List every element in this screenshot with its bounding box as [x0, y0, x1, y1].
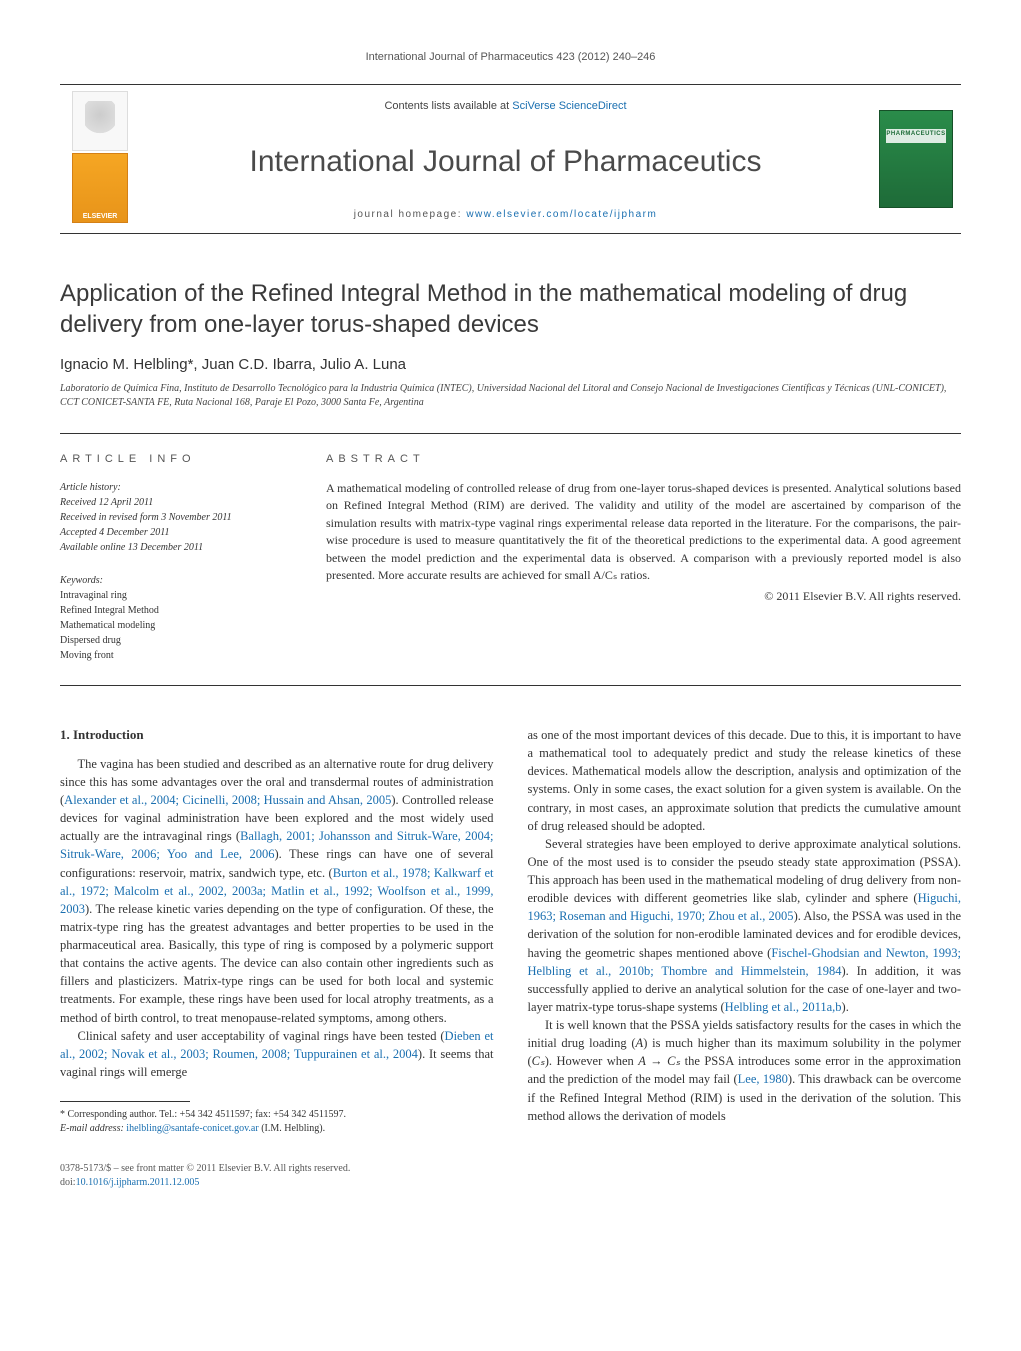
abstract-text: A mathematical modeling of controlled re…	[326, 480, 961, 584]
keyword: Mathematical modeling	[60, 620, 155, 631]
abstract-heading: ABSTRACT	[326, 452, 961, 468]
section-heading-introduction: 1. Introduction	[60, 726, 494, 745]
received-date: Received 12 April 2011	[60, 497, 153, 508]
text: Several strategies have been employed to…	[528, 837, 962, 905]
journal-homepage-line: journal homepage: www.elsevier.com/locat…	[150, 208, 861, 223]
article-title: Application of the Refined Integral Meth…	[60, 278, 961, 340]
keyword: Dispersed drug	[60, 635, 121, 646]
accepted-date: Accepted 4 December 2011	[60, 527, 170, 538]
text: ). The release kinetic varies depending …	[60, 902, 494, 1025]
publisher-name: ELSEVIER	[83, 212, 118, 222]
text: ).	[842, 1000, 849, 1014]
corr-author-line: * Corresponding author. Tel.: +54 342 45…	[60, 1108, 494, 1122]
journal-cover-thumbnail: PHARMACEUTICS	[879, 110, 953, 208]
article-history: Article history: Received 12 April 2011 …	[60, 480, 290, 555]
revised-date: Received in revised form 3 November 2011	[60, 512, 232, 523]
sciencedirect-link[interactable]: SciVerse ScienceDirect	[512, 100, 626, 112]
body-paragraph: It is well known that the PSSA yields sa…	[528, 1016, 962, 1125]
running-head: International Journal of Pharmaceutics 4…	[60, 50, 961, 66]
citation-link[interactable]: Helbling et al., 2011a,b	[725, 1000, 842, 1014]
text: ). However when	[545, 1054, 639, 1068]
contents-available-line: Contents lists available at SciVerse Sci…	[150, 99, 861, 115]
online-date: Available online 13 December 2011	[60, 542, 203, 553]
text: Clinical safety and user acceptability o…	[78, 1029, 445, 1043]
divider	[60, 685, 961, 686]
variable: Cₛ	[532, 1054, 545, 1068]
journal-masthead: ELSEVIER Contents lists available at Sci…	[60, 84, 961, 234]
cover-label: PHARMACEUTICS	[886, 130, 946, 139]
body-paragraph: Several strategies have been employed to…	[528, 835, 962, 1016]
article-meta-row: ARTICLE INFO Article history: Received 1…	[60, 433, 961, 663]
corresponding-author-footnote: * Corresponding author. Tel.: +54 342 45…	[60, 1108, 494, 1136]
publisher-block: ELSEVIER	[60, 85, 140, 233]
journal-title: International Journal of Pharmaceutics	[150, 140, 861, 184]
history-label: Article history:	[60, 482, 121, 493]
keywords-label: Keywords:	[60, 573, 290, 588]
body-paragraph: Clinical safety and user acceptability o…	[60, 1027, 494, 1081]
article-info-column: ARTICLE INFO Article history: Received 1…	[60, 433, 290, 663]
contents-prefix: Contents lists available at	[384, 100, 512, 112]
text: as one of the most important devices of …	[528, 728, 962, 833]
body-paragraph: The vagina has been studied and describe…	[60, 755, 494, 1027]
body-two-column: 1. Introduction The vagina has been stud…	[60, 726, 961, 1136]
cover-thumb-wrap: PHARMACEUTICS	[871, 85, 961, 233]
body-paragraph: as one of the most important devices of …	[528, 726, 962, 835]
homepage-link[interactable]: www.elsevier.com/locate/ijpharm	[466, 209, 657, 220]
footnote-divider	[60, 1101, 190, 1102]
citation-link[interactable]: Alexander et al., 2004; Cicinelli, 2008;…	[64, 793, 391, 807]
doi-prefix: doi:	[60, 1177, 76, 1188]
abstract-column: ABSTRACT A mathematical modeling of cont…	[326, 434, 961, 663]
homepage-prefix: journal homepage:	[354, 209, 467, 220]
publisher-logo: ELSEVIER	[72, 153, 128, 223]
email-suffix: (I.M. Helbling).	[259, 1123, 325, 1134]
authors: Ignacio M. Helbling*, Juan C.D. Ibarra, …	[60, 354, 961, 376]
publisher-tree-icon	[72, 91, 128, 151]
affiliation: Laboratorio de Química Fina, Instituto d…	[60, 382, 961, 409]
variable: A → Cₛ	[638, 1054, 680, 1068]
front-matter-footer: 0378-5173/$ – see front matter © 2011 El…	[60, 1162, 961, 1190]
abstract-copyright: © 2011 Elsevier B.V. All rights reserved…	[326, 588, 961, 605]
masthead-center: Contents lists available at SciVerse Sci…	[140, 85, 871, 233]
issn-line: 0378-5173/$ – see front matter © 2011 El…	[60, 1162, 961, 1176]
keyword: Moving front	[60, 650, 114, 661]
citation-link[interactable]: Lee, 1980	[738, 1072, 788, 1086]
email-link[interactable]: ihelbling@santafe-conicet.gov.ar	[126, 1123, 258, 1134]
keyword: Refined Integral Method	[60, 605, 159, 616]
article-info-heading: ARTICLE INFO	[60, 452, 290, 468]
keywords-block: Keywords: Intravaginal ring Refined Inte…	[60, 573, 290, 663]
keyword: Intravaginal ring	[60, 590, 127, 601]
doi-link[interactable]: 10.1016/j.ijpharm.2011.12.005	[76, 1177, 200, 1188]
email-label: E-mail address:	[60, 1123, 126, 1134]
